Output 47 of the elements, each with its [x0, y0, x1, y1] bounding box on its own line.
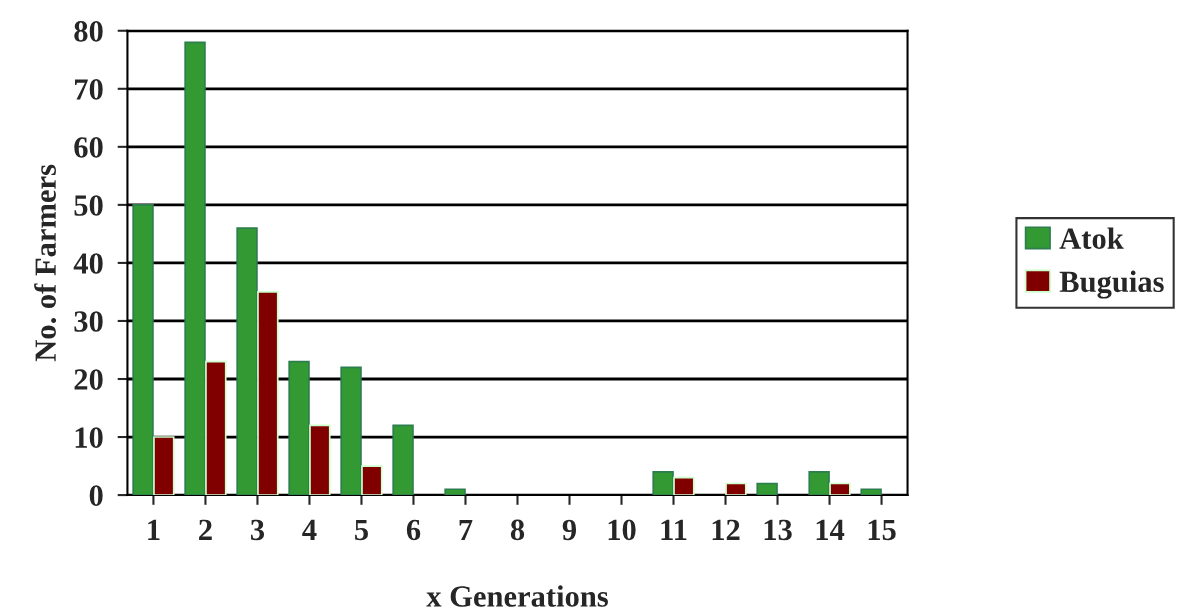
- x-tick-label: 12: [712, 519, 740, 540]
- legend-label: Buguias: [1059, 270, 1164, 299]
- y-tick-label: 50: [74, 195, 103, 216]
- bar: [829, 482, 851, 496]
- x-tick-label: 7: [459, 519, 473, 540]
- bar: [236, 227, 258, 496]
- bar: [205, 360, 227, 496]
- x-axis-title: x Generations: [426, 585, 608, 607]
- x-tick-label: 5: [355, 519, 368, 541]
- bar: [652, 471, 674, 496]
- x-tick-label: 10: [608, 519, 636, 541]
- bar: [444, 488, 466, 496]
- y-tick-label: 30: [74, 311, 103, 332]
- y-tick-label: 40: [73, 253, 103, 274]
- bar: [153, 436, 175, 496]
- bar: [673, 476, 695, 496]
- x-tick-label: 4: [302, 519, 317, 540]
- y-axis-title: No. of Farmers: [34, 164, 57, 362]
- y-tick-label: 10: [75, 427, 103, 448]
- x-tick-label: 1: [148, 519, 160, 540]
- bar: [184, 41, 206, 496]
- bar: [309, 424, 331, 496]
- bar: [392, 424, 414, 496]
- y-tick-label: 80: [74, 21, 103, 42]
- bar: [132, 204, 154, 496]
- bar: [808, 471, 830, 496]
- bar: [361, 465, 383, 496]
- bar: [725, 482, 747, 496]
- y-tick-label: 70: [75, 79, 103, 100]
- x-tick-label: 6: [406, 519, 421, 541]
- x-tick-label: 13: [764, 519, 792, 541]
- bar: [288, 360, 310, 496]
- y-tick-label: 0: [89, 485, 103, 506]
- x-tick-label: 11: [661, 519, 687, 540]
- x-tick-label: 2: [199, 519, 212, 540]
- x-tick-label: 14: [816, 519, 845, 540]
- x-tick-label: 15: [868, 519, 896, 541]
- bar: [257, 291, 279, 496]
- y-tick-label: 60: [74, 137, 103, 158]
- x-tick-label: 3: [250, 519, 265, 541]
- bar: [860, 488, 882, 496]
- y-tick-label: 20: [74, 369, 103, 390]
- legend-label: Atok: [1059, 227, 1124, 249]
- x-tick-label: 9: [562, 519, 577, 541]
- bar: [340, 366, 362, 496]
- x-tick-label: 8: [510, 519, 525, 541]
- bar: [756, 482, 778, 496]
